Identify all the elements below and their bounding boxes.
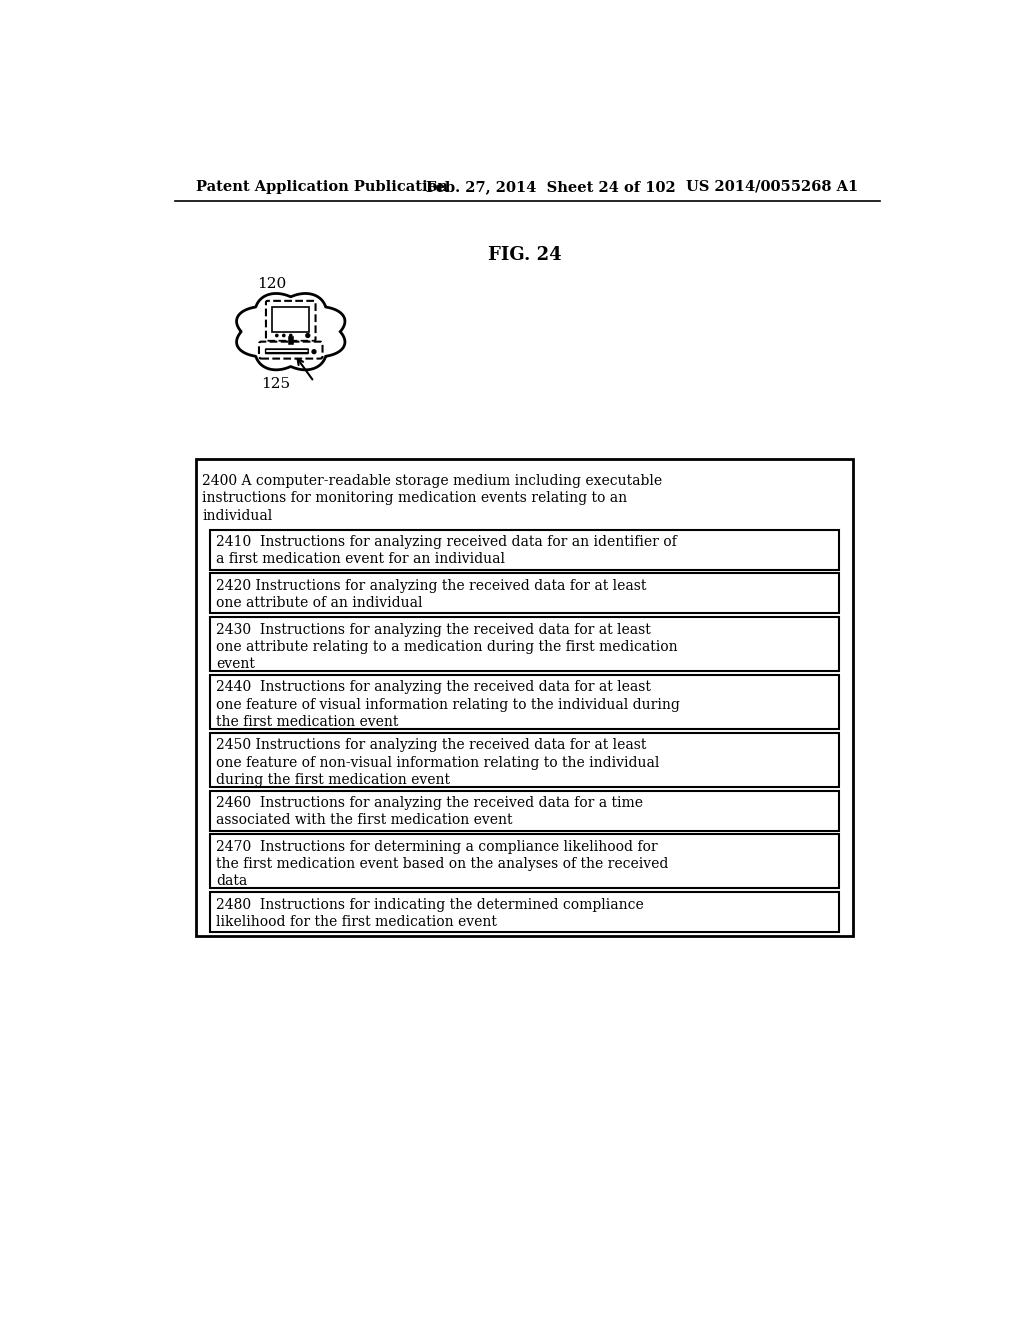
Circle shape	[283, 334, 285, 337]
Text: 2420 Instructions for analyzing the received data for at least
one attribute of : 2420 Instructions for analyzing the rece…	[216, 579, 647, 610]
Text: 2430  Instructions for analyzing the received data for at least
one attribute re: 2430 Instructions for analyzing the rece…	[216, 623, 678, 672]
Text: 2450 Instructions for analyzing the received data for at least
one feature of no: 2450 Instructions for analyzing the rece…	[216, 738, 659, 787]
FancyBboxPatch shape	[210, 733, 840, 787]
FancyBboxPatch shape	[265, 348, 308, 354]
FancyBboxPatch shape	[266, 301, 315, 341]
Polygon shape	[237, 293, 345, 370]
Circle shape	[306, 334, 309, 338]
FancyBboxPatch shape	[197, 459, 853, 936]
Text: 2480  Instructions for indicating the determined compliance
likelihood for the f: 2480 Instructions for indicating the det…	[216, 898, 644, 929]
Text: 2410  Instructions for analyzing received data for an identifier of
a first medi: 2410 Instructions for analyzing received…	[216, 535, 677, 566]
FancyBboxPatch shape	[210, 529, 840, 570]
Circle shape	[290, 334, 292, 337]
Text: 2470  Instructions for determining a compliance likelihood for
the first medicat: 2470 Instructions for determining a comp…	[216, 840, 669, 888]
Text: 2400 A computer-readable storage medium including executable
instructions for mo: 2400 A computer-readable storage medium …	[203, 474, 663, 523]
FancyBboxPatch shape	[210, 675, 840, 729]
FancyBboxPatch shape	[210, 791, 840, 830]
Text: 125: 125	[261, 378, 290, 391]
Text: Patent Application Publication: Patent Application Publication	[197, 180, 449, 194]
Text: 2460  Instructions for analyzing the received data for a time
associated with th: 2460 Instructions for analyzing the rece…	[216, 796, 643, 828]
FancyBboxPatch shape	[210, 892, 840, 932]
Text: 2440  Instructions for analyzing the received data for at least
one feature of v: 2440 Instructions for analyzing the rece…	[216, 681, 680, 729]
FancyBboxPatch shape	[210, 573, 840, 614]
Circle shape	[312, 350, 316, 354]
Text: US 2014/0055268 A1: US 2014/0055268 A1	[686, 180, 858, 194]
Ellipse shape	[241, 297, 341, 367]
Circle shape	[275, 334, 278, 337]
Text: Feb. 27, 2014  Sheet 24 of 102: Feb. 27, 2014 Sheet 24 of 102	[426, 180, 676, 194]
Text: 120: 120	[257, 277, 286, 290]
Text: FIG. 24: FIG. 24	[488, 246, 561, 264]
FancyBboxPatch shape	[210, 834, 840, 888]
FancyBboxPatch shape	[259, 342, 323, 359]
FancyBboxPatch shape	[272, 308, 309, 333]
FancyBboxPatch shape	[210, 618, 840, 671]
